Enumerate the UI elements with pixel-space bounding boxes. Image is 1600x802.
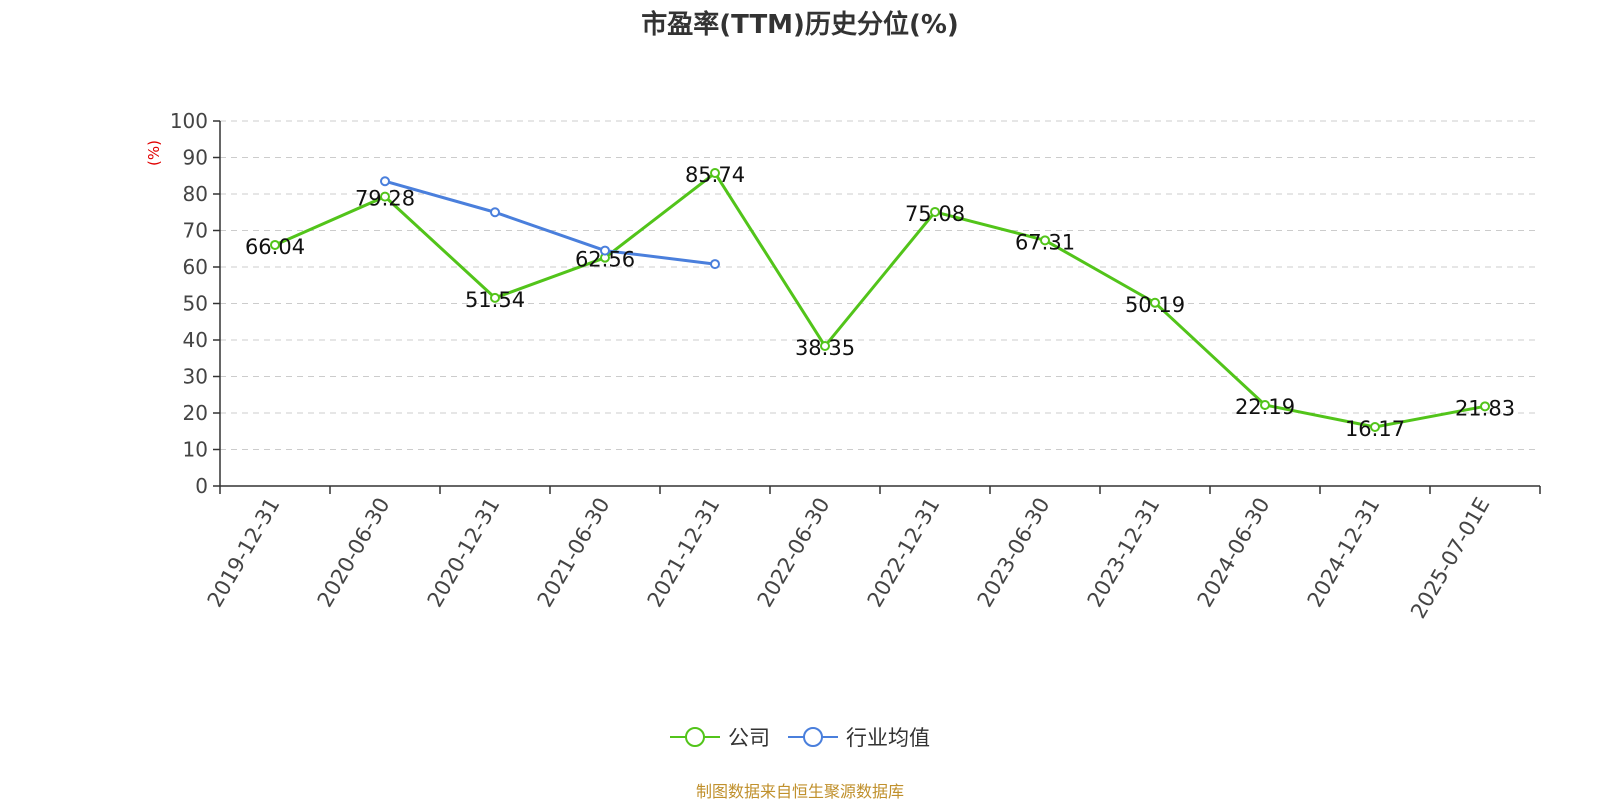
series-line-0 — [274, 171, 1486, 429]
data-label: 38.35 — [795, 336, 855, 360]
x-tick-label: 2023-12-31 — [1083, 494, 1165, 612]
data-label: 22.19 — [1235, 395, 1295, 419]
chart-title: 市盈率(TTM)历史分位(%) — [641, 10, 959, 40]
data-label: 62.56 — [575, 248, 635, 272]
data-point-1 — [490, 207, 500, 218]
data-label: 16.17 — [1345, 417, 1405, 441]
x-tick-label: 2023-06-30 — [973, 494, 1055, 612]
y-tick-label: 80 — [183, 182, 208, 206]
data-point-0 — [1370, 421, 1380, 432]
y-tick-label: 40 — [183, 328, 208, 352]
data-point-0 — [1150, 297, 1160, 308]
legend-label-company: 公司 — [728, 726, 770, 750]
data-point-1 — [600, 245, 610, 256]
data-label: 51.54 — [465, 288, 525, 312]
series-line-1 — [384, 179, 716, 266]
legend-company-line-icon — [670, 727, 720, 747]
data-point-0 — [1480, 401, 1490, 412]
y-tick-label: 20 — [183, 401, 208, 425]
x-tick-label: 2024-06-30 — [1193, 494, 1275, 612]
data-point-0 — [930, 206, 940, 217]
y-tick-label: 100 — [170, 109, 208, 133]
data-point-0 — [380, 191, 390, 202]
x-tick-label: 2021-12-31 — [643, 494, 725, 612]
data-point-0 — [820, 341, 830, 352]
x-tick-label: 2019-12-31 — [203, 494, 285, 612]
data-label: 67.31 — [1015, 230, 1075, 254]
legend-item-industry-average[interactable]: 行业均值 — [788, 722, 930, 752]
y-tick-label: 30 — [183, 365, 208, 389]
source-note: 制图数据来自恒生聚源数据库 — [695, 782, 904, 801]
data-point-1 — [380, 176, 390, 187]
y-tick-label: 10 — [183, 438, 208, 462]
x-tick-label: 2022-06-30 — [753, 494, 835, 612]
x-tick-label: 2025-07-01E — [1406, 494, 1494, 623]
data-label: 79.28 — [355, 187, 415, 211]
data-point-0 — [710, 168, 720, 179]
x-tick-label: 2022-12-31 — [863, 494, 945, 612]
x-tick-label: 2024-12-31 — [1303, 494, 1385, 612]
data-label: 75.08 — [905, 202, 965, 226]
x-tick-label: 2020-06-30 — [313, 494, 395, 612]
y-axis-label: (%) — [145, 140, 163, 166]
y-tick-label: 90 — [183, 146, 208, 170]
y-tick-label: 60 — [183, 255, 208, 279]
data-label: 85.74 — [685, 163, 745, 187]
data-point-1 — [710, 259, 720, 270]
series-layer — [270, 168, 1490, 432]
legend-item-company[interactable]: 公司 — [670, 722, 770, 752]
y-tick-label: 0 — [195, 474, 208, 498]
y-tick-label: 70 — [183, 219, 208, 243]
x-tick-label: 2021-06-30 — [533, 494, 615, 612]
x-tick-label: 2020-12-31 — [423, 494, 505, 612]
data-point-0 — [1040, 235, 1050, 246]
y-tick-label: 50 — [183, 292, 208, 316]
legend-label-industry-average: 行业均值 — [846, 726, 930, 750]
data-label-layer: 66.04 79.28 51.54 62.56 85.74 38.35 75.08 67.31… — [245, 163, 1515, 441]
legend-industry-line-icon — [788, 727, 838, 747]
data-label: 21.83 — [1455, 396, 1515, 420]
legend: 公司 行业均值 — [0, 722, 1600, 752]
data-label: 66.04 — [245, 235, 305, 259]
data-point-0 — [490, 292, 500, 303]
grid-layer — [220, 120, 1540, 450]
data-point-0 — [1260, 400, 1270, 411]
data-point-0 — [270, 239, 280, 250]
data-label: 50.19 — [1125, 293, 1185, 317]
